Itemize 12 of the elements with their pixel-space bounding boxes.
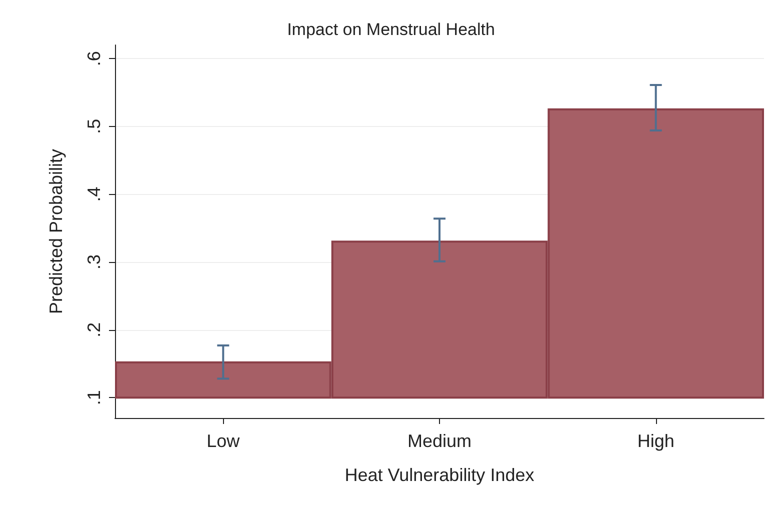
x-tick-label: Medium xyxy=(407,431,472,451)
x-axis-title: Heat Vulnerability Index xyxy=(344,465,534,485)
y-tick-label: .4 xyxy=(84,186,104,202)
y-axis-title: Predicted Probability xyxy=(46,148,66,314)
y-tick-label: .6 xyxy=(84,51,104,66)
y-tick-label: .1 xyxy=(84,390,104,406)
x-tick-label: High xyxy=(637,431,674,451)
x-tick-label: Low xyxy=(206,431,241,451)
y-tick-label: .5 xyxy=(84,118,104,134)
y-tick-label: .2 xyxy=(84,322,104,338)
y-tick-label: .3 xyxy=(84,254,104,270)
chart-title: Impact on Menstrual Health xyxy=(287,20,495,39)
